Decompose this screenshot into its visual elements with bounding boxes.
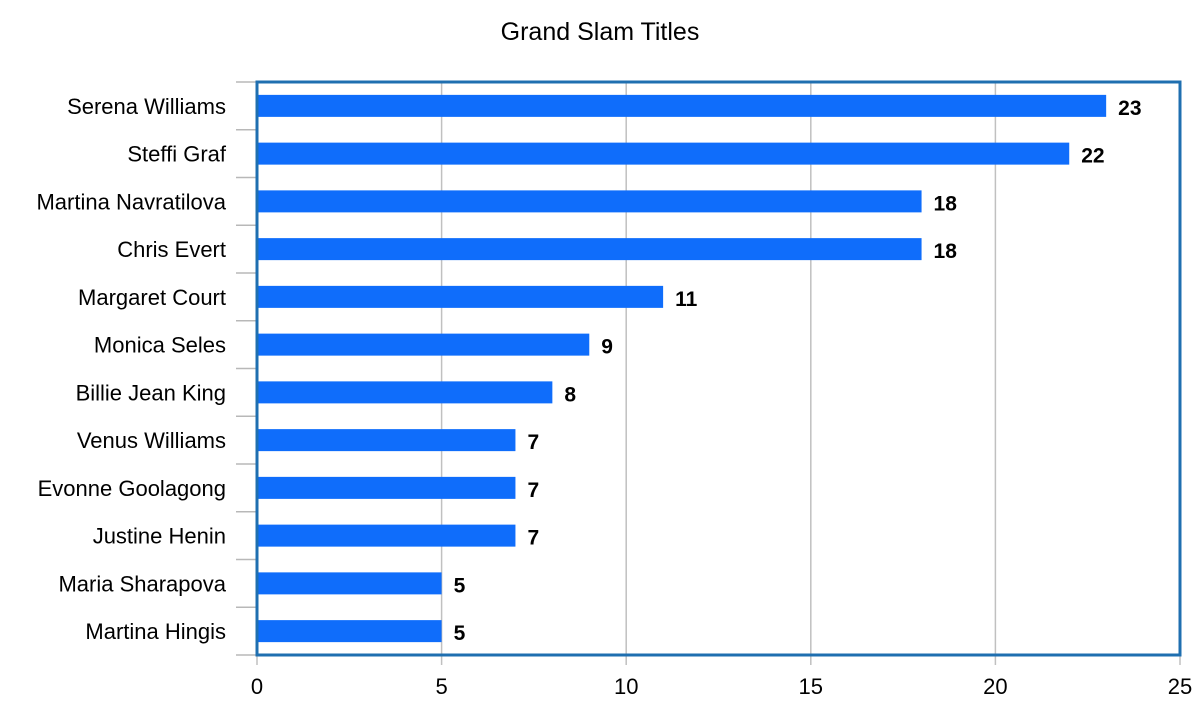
bar (257, 238, 922, 261)
category-label: Margaret Court (78, 285, 226, 310)
category-label: Evonne Goolagong (38, 476, 226, 501)
x-tick-label: 0 (251, 674, 263, 699)
data-label: 18 (934, 240, 958, 263)
labels: 0 5 10 15 20 25 Serena Williams 23 Steffi Graf 22… (36, 94, 1192, 699)
data-label: 18 (934, 192, 958, 215)
bars (257, 94, 1107, 643)
data-label: 7 (527, 431, 539, 454)
category-label: Martina Navratilova (36, 189, 226, 214)
category-label: Monica Seles (94, 333, 226, 358)
data-label: 9 (601, 336, 613, 359)
data-label: 7 (527, 527, 539, 550)
bar (257, 620, 442, 643)
x-tick-label: 20 (983, 674, 1007, 699)
category-label: Venus Williams (77, 428, 226, 453)
bar (257, 94, 1107, 117)
data-label: 11 (675, 288, 698, 311)
category-label: Chris Evert (117, 237, 226, 262)
category-label: Justine Henin (93, 524, 226, 549)
x-tick-label: 5 (435, 674, 447, 699)
bar (257, 190, 922, 213)
x-tick-label: 10 (614, 674, 638, 699)
bar (257, 381, 553, 404)
data-label: 5 (454, 622, 466, 645)
bar (257, 524, 516, 547)
category-label: Maria Sharapova (58, 571, 226, 596)
category-label: Billie Jean King (76, 380, 226, 405)
bar (257, 285, 664, 308)
plot-frame (255, 80, 1182, 657)
bar (257, 572, 442, 595)
plot-border (255, 80, 1182, 657)
x-tick-label: 15 (799, 674, 823, 699)
bar (257, 142, 1070, 165)
bar (257, 429, 516, 452)
category-label: Serena Williams (67, 94, 226, 119)
x-tick-label: 25 (1168, 674, 1192, 699)
data-label: 22 (1081, 145, 1104, 168)
category-label: Steffi Graf (127, 142, 227, 167)
data-label: 8 (564, 383, 576, 406)
data-label: 5 (454, 574, 466, 597)
data-label: 23 (1118, 97, 1141, 120)
chart-title: Grand Slam Titles (500, 18, 700, 46)
bar (257, 476, 516, 499)
bar (257, 333, 590, 356)
category-label: Martina Hingis (85, 619, 226, 644)
data-label: 7 (527, 479, 539, 502)
